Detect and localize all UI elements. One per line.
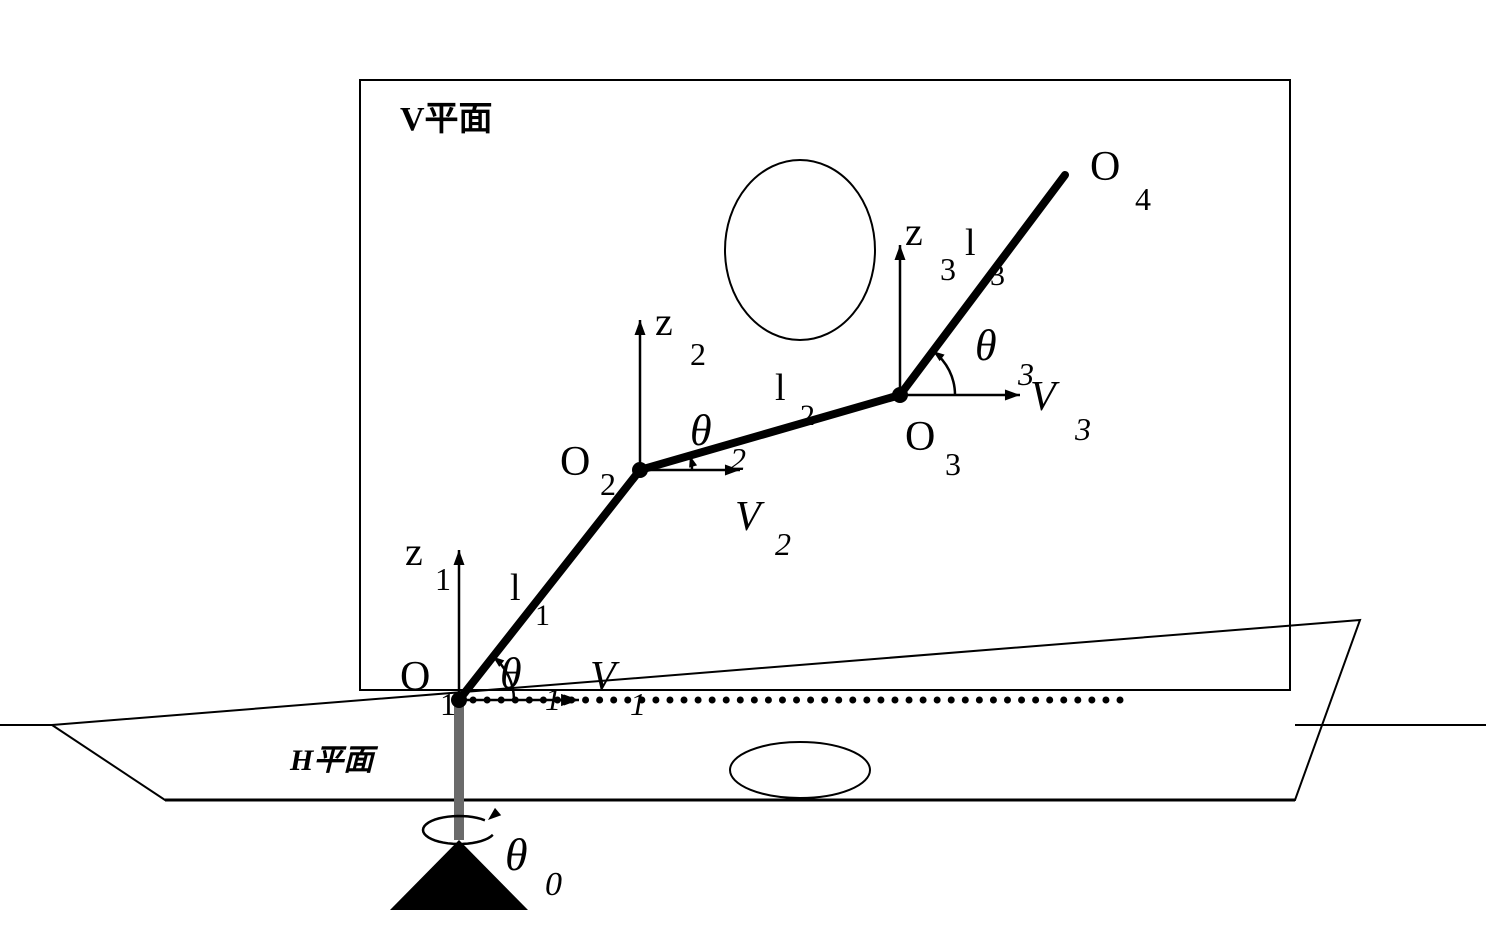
V3-label: V — [1030, 374, 1060, 420]
theta1-label: θ — [500, 649, 522, 698]
label-l1: l — [510, 567, 521, 609]
svg-text:2: 2 — [690, 336, 706, 372]
svg-text:2: 2 — [800, 399, 815, 432]
ellipse-top — [725, 160, 875, 340]
label-O3: O — [905, 414, 935, 460]
svg-text:3: 3 — [940, 251, 956, 287]
kinematics-diagram: V平面H平面θ0z1z2z3V1V2V3θ1θ2θ3O1O2O3O4l1l2l3 — [0, 0, 1486, 951]
theta2-label: θ — [690, 406, 712, 455]
svg-text:3: 3 — [945, 446, 961, 482]
v-plane — [360, 80, 1290, 690]
theta3-arc — [933, 351, 955, 395]
label-O2: O — [560, 439, 590, 485]
svg-text:1: 1 — [535, 599, 550, 632]
svg-text:4: 4 — [1135, 181, 1151, 217]
label-l2: l — [775, 367, 786, 409]
ellipse-bottom — [730, 742, 870, 798]
svg-text:3: 3 — [1074, 411, 1091, 447]
svg-text:2: 2 — [775, 526, 791, 562]
label-l3: l — [965, 222, 976, 264]
svg-text:3: 3 — [990, 259, 1005, 292]
theta0-label: θ — [505, 829, 528, 880]
joint-O2 — [632, 462, 648, 478]
svg-text:1: 1 — [435, 561, 451, 597]
h-plane — [52, 620, 1360, 800]
v-plane-label: V平面 — [400, 101, 493, 138]
V1-label: V — [590, 654, 620, 700]
svg-text:1: 1 — [630, 686, 646, 722]
svg-text:1: 1 — [440, 686, 456, 722]
label-O1: O — [400, 654, 430, 700]
h-plane-label: H平面 — [289, 744, 378, 777]
svg-text:2: 2 — [730, 441, 746, 477]
svg-text:1: 1 — [545, 681, 561, 717]
theta3-label: θ — [975, 321, 997, 370]
link-l2 — [640, 395, 900, 470]
svg-text:0: 0 — [545, 866, 562, 903]
svg-text:2: 2 — [600, 466, 616, 502]
z3-label: z — [905, 209, 923, 254]
joint-O3 — [892, 387, 908, 403]
V2-label: V — [735, 494, 765, 540]
z1-label: z — [405, 529, 423, 574]
label-O4: O — [1090, 144, 1120, 190]
z2-label: z — [655, 299, 673, 344]
svg-text:3: 3 — [1017, 356, 1034, 392]
